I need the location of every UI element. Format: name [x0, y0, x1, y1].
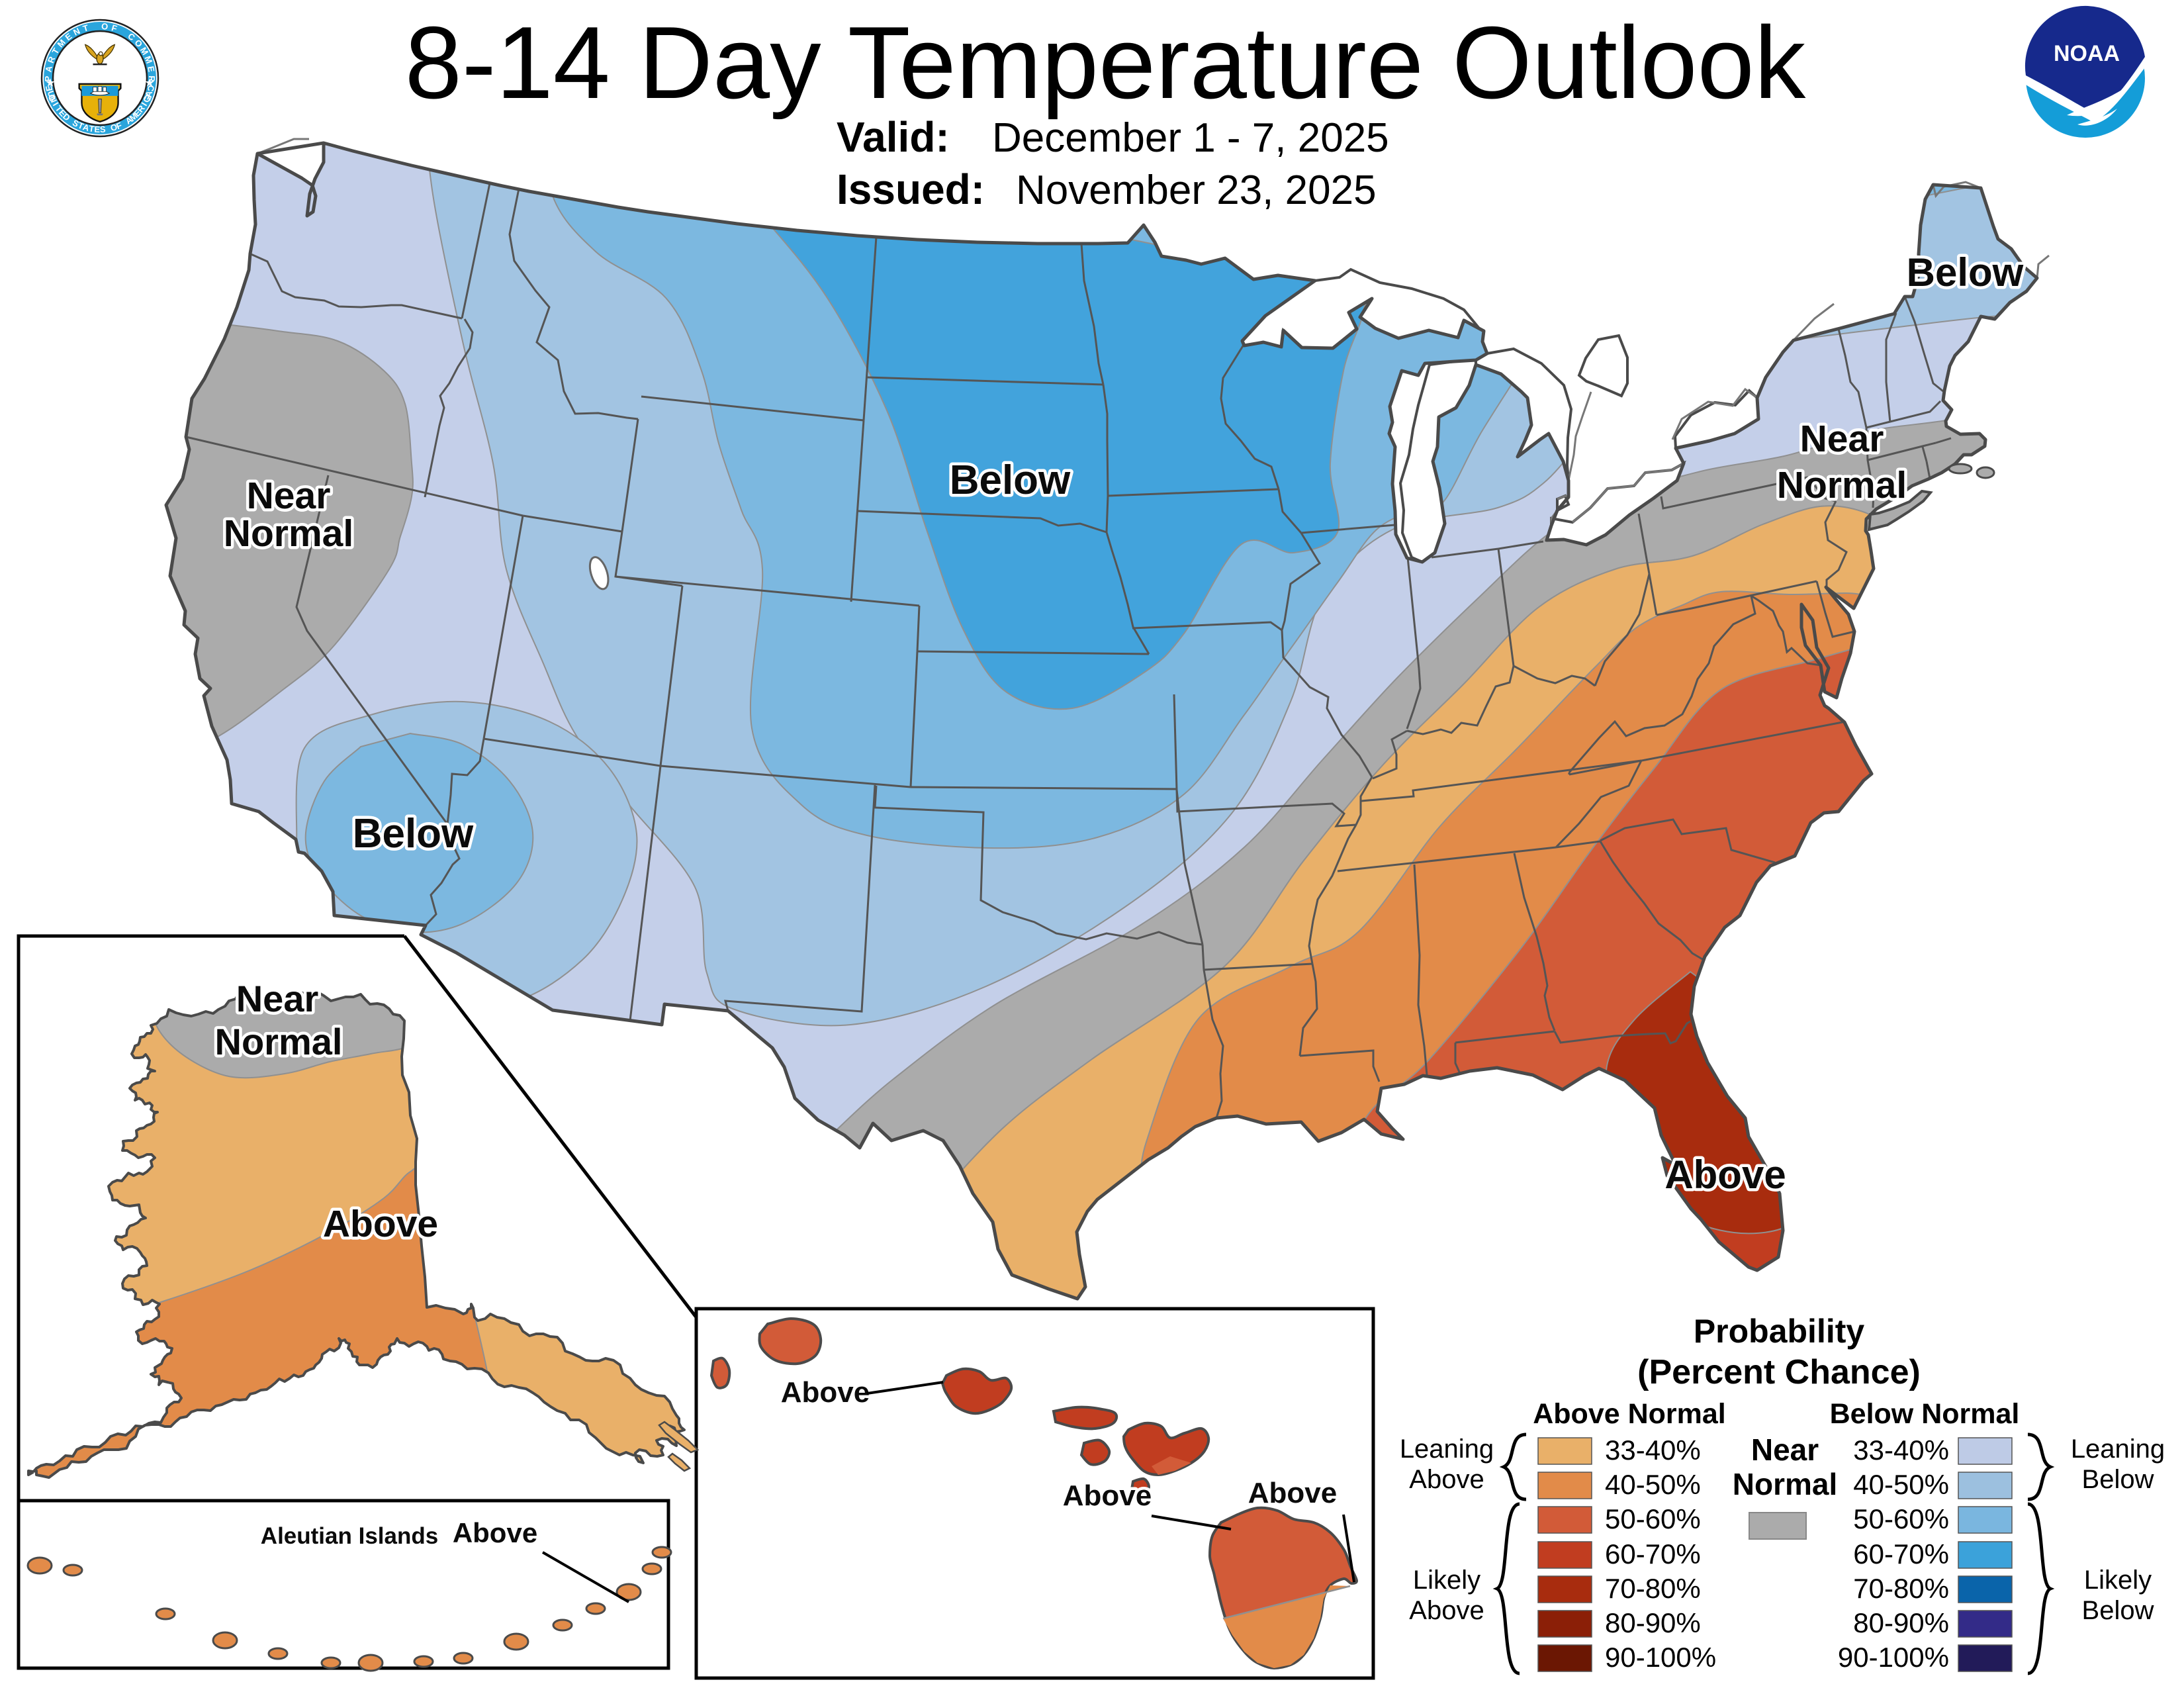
svg-text:★: ★	[145, 77, 154, 89]
svg-text:90-100%: 90-100%	[1605, 1642, 1716, 1673]
svg-text:E: E	[44, 84, 54, 92]
svg-text:R: R	[147, 75, 157, 82]
svg-text:40-50%: 40-50%	[1853, 1469, 1949, 1500]
svg-text:Probability: Probability	[1694, 1313, 1865, 1350]
svg-text:★: ★	[46, 77, 55, 89]
svg-text:(Percent Chance): (Percent Chance)	[1637, 1353, 1921, 1391]
svg-text:Below Normal: Below Normal	[1830, 1398, 2020, 1430]
svg-text:70-80%: 70-80%	[1853, 1573, 1949, 1604]
svg-text:33-40%: 33-40%	[1605, 1434, 1701, 1466]
svg-text:F: F	[111, 23, 118, 34]
svg-text:70-80%: 70-80%	[1605, 1573, 1701, 1604]
svg-text:Aleutian Islands: Aleutian Islands	[261, 1523, 438, 1549]
svg-text:Near: Near	[247, 475, 331, 517]
svg-text:Issued:: Issued:	[837, 165, 985, 213]
svg-text:NOAA: NOAA	[2054, 41, 2120, 66]
svg-text:P: P	[43, 75, 53, 81]
svg-text:Above: Above	[781, 1376, 870, 1409]
svg-text:60-70%: 60-70%	[1853, 1538, 1949, 1570]
svg-text:Normal: Normal	[1777, 464, 1907, 506]
svg-text:80-90%: 80-90%	[1605, 1607, 1701, 1638]
svg-text:Below: Below	[1907, 250, 2024, 295]
svg-text:33-40%: 33-40%	[1853, 1434, 1949, 1466]
svg-text:8-14 Day Temperature Outlook: 8-14 Day Temperature Outlook	[405, 5, 1806, 120]
svg-text:Leaning: Leaning	[2071, 1434, 2165, 1464]
svg-text:Below: Below	[2082, 1596, 2154, 1625]
svg-text:Below: Below	[2082, 1465, 2154, 1494]
svg-text:A: A	[43, 65, 54, 73]
svg-text:Likely: Likely	[2084, 1566, 2152, 1595]
svg-text:Above: Above	[1248, 1477, 1337, 1509]
svg-text:Near: Near	[1800, 418, 1884, 460]
svg-text:T: T	[88, 123, 95, 134]
svg-text:Above: Above	[453, 1517, 537, 1548]
svg-text:50-60%: 50-60%	[1853, 1503, 1949, 1534]
svg-text:U: U	[46, 89, 57, 99]
svg-text:Above: Above	[1664, 1152, 1786, 1197]
svg-text:Above: Above	[1409, 1465, 1484, 1494]
svg-text:Valid:: Valid:	[837, 113, 950, 161]
svg-text:80-90%: 80-90%	[1853, 1607, 1949, 1638]
svg-text:November 23, 2025: November 23, 2025	[1016, 167, 1377, 213]
svg-text:Above: Above	[323, 1203, 438, 1245]
svg-text:I: I	[139, 101, 149, 108]
svg-text:Below: Below	[353, 811, 474, 857]
svg-text:C: C	[146, 84, 157, 93]
svg-text:Above: Above	[1063, 1479, 1152, 1512]
svg-text:60-70%: 60-70%	[1605, 1538, 1701, 1570]
svg-text:E: E	[146, 66, 156, 73]
svg-text:Normal: Normal	[215, 1021, 343, 1062]
svg-text:December 1 - 7, 2025: December 1 - 7, 2025	[992, 115, 1389, 161]
svg-text:O: O	[101, 21, 109, 32]
svg-text:Likely: Likely	[1413, 1566, 1480, 1595]
svg-text:50-60%: 50-60%	[1605, 1503, 1701, 1534]
svg-text:S: S	[99, 124, 106, 134]
svg-text:Normal: Normal	[1733, 1467, 1837, 1501]
svg-text:E: E	[94, 124, 101, 134]
svg-text:Near: Near	[236, 978, 319, 1019]
svg-text:Leaning: Leaning	[1400, 1434, 1494, 1464]
svg-text:Below: Below	[950, 457, 1071, 503]
svg-text:90-100%: 90-100%	[1838, 1642, 1949, 1673]
svg-text:M: M	[143, 55, 155, 65]
svg-text:O: O	[109, 122, 118, 133]
svg-text:T: T	[81, 23, 89, 34]
svg-text:Above: Above	[1409, 1596, 1484, 1625]
svg-text:Near: Near	[1751, 1432, 1819, 1467]
svg-text:40-50%: 40-50%	[1605, 1469, 1701, 1500]
svg-text:Normal: Normal	[224, 512, 353, 555]
svg-text:Above Normal: Above Normal	[1533, 1398, 1726, 1430]
svg-text:I: I	[51, 101, 61, 108]
